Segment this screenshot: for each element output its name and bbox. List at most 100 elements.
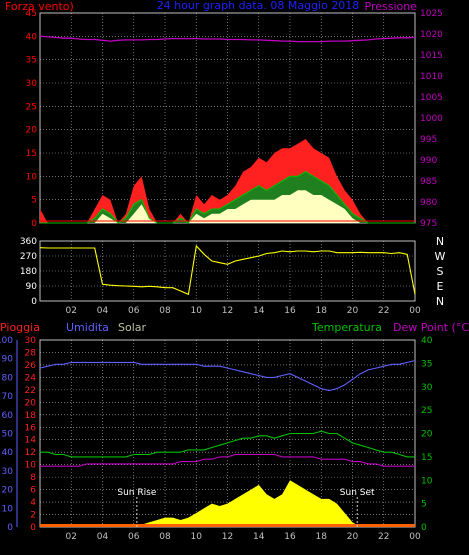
rain-tick-label: 18	[25, 411, 37, 421]
rain-tick-label: 4	[30, 498, 36, 508]
direction-x-tick-label: 12	[222, 306, 233, 316]
humidity-tick-label: 70	[2, 392, 14, 402]
wind-axis-title: Forza vento)	[5, 0, 74, 13]
climate-x-tick-label: 20	[347, 532, 359, 542]
rain-tick-label: 10	[25, 461, 37, 471]
rain-tick-label: 26	[25, 361, 37, 371]
humidity-tick-label: 50	[2, 430, 14, 440]
direction-x-tick-label: 22	[378, 306, 389, 316]
pressure-tick-label: 1015	[420, 51, 443, 61]
temperature-tick-label: 20	[421, 430, 433, 440]
solar-area	[40, 480, 415, 527]
humidity-axis-title: Umidita	[66, 321, 109, 334]
rain-tick-label: 24	[25, 373, 37, 383]
pressure-tick-label: 1010	[420, 72, 443, 82]
direction-tick-label: 180	[20, 267, 37, 277]
direction-x-tick-label: 08	[159, 306, 171, 316]
rain-tick-label: 6	[30, 486, 36, 496]
pressure-tick-label: 1025	[420, 9, 443, 19]
direction-x-tick-label: 04	[97, 306, 109, 316]
chart-panels: 0510152025303540459759809859909951000100…	[0, 9, 446, 542]
humidity-tick-label: 80	[2, 373, 14, 383]
humidity-line	[39, 360, 416, 392]
wind-light-area	[40, 190, 415, 223]
climate-x-tick-label: 14	[253, 532, 265, 542]
rain-tick-label: 8	[30, 473, 36, 483]
humidity-tick-label: 30	[2, 467, 14, 477]
climate-x-tick-label: 16	[284, 532, 296, 542]
wind-direction-line	[39, 244, 416, 296]
humidity-tick-label: 20	[2, 486, 14, 496]
rain-axis-title: Pioggia	[0, 321, 40, 334]
rain-tick-label: 20	[25, 398, 37, 408]
climate-x-tick-label: 04	[97, 532, 109, 542]
direction-tick-label: 90	[26, 282, 38, 292]
climate-x-tick-label: 02	[66, 532, 77, 542]
humidity-tick-label: 60	[2, 411, 14, 421]
temperature-tick-label: 10	[421, 476, 433, 486]
rain-tick-label: 30	[25, 336, 37, 346]
rain-tick-label: 16	[25, 423, 37, 433]
wind-tick-label: 20	[26, 126, 38, 136]
rain-tick-label: 22	[25, 386, 36, 396]
rain-tick-label: 14	[25, 436, 37, 446]
direction-x-tick-label: 10	[191, 306, 203, 316]
wind-tick-label: 30	[26, 79, 38, 89]
compass-label: W	[435, 250, 446, 263]
temperature-tick-label: 5	[421, 500, 427, 510]
pressure-tick-label: 1000	[420, 114, 443, 124]
compass-label: N	[436, 235, 444, 248]
wind-tick-label: 35	[26, 56, 37, 66]
solar-axis-title: Solar	[118, 321, 147, 334]
temperature-tick-label: 15	[421, 453, 432, 463]
direction-x-tick-label: 00	[409, 306, 421, 316]
direction-x-tick-label: 16	[284, 306, 296, 316]
humidity-tick-label: 0	[7, 523, 13, 533]
direction-x-tick-label: 06	[128, 306, 140, 316]
chart-date-title: 24 hour graph data. 08 Maggio 2018	[157, 0, 360, 12]
pressure-tick-label: 990	[420, 156, 437, 166]
compass-label: N	[436, 295, 444, 308]
direction-x-tick-label: 20	[347, 306, 359, 316]
wind-avg-line	[40, 171, 415, 224]
climate-x-tick-label: 08	[159, 532, 171, 542]
rain-tick-label: 12	[25, 448, 36, 458]
climate-x-tick-label: 18	[316, 532, 328, 542]
wind-tick-label: 0	[31, 219, 37, 229]
climate-x-tick-label: 00	[409, 532, 421, 542]
pressure-tick-label: 995	[420, 135, 437, 145]
pressure-tick-label: 985	[420, 177, 437, 187]
humidity-tick-label: 10	[2, 504, 14, 514]
temperature-tick-label: 35	[421, 359, 432, 369]
direction-x-tick-label: 14	[253, 306, 265, 316]
direction-x-tick-label: 02	[66, 306, 77, 316]
pressure-tick-label: 1020	[420, 30, 443, 40]
wind-tick-label: 10	[26, 172, 38, 182]
climate-x-tick-label: 06	[128, 532, 140, 542]
temperature-axis-title: Temperatura	[311, 321, 382, 334]
climate-x-tick-label: 10	[191, 532, 203, 542]
humidity-tick-label: 40	[2, 448, 14, 458]
wind-tick-label: 45	[26, 9, 37, 19]
rain-tick-label: 28	[25, 348, 37, 358]
temperature-tick-label: 0	[421, 523, 427, 533]
temperature-tick-label: 30	[421, 383, 433, 393]
wind-tick-label: 5	[31, 196, 37, 206]
direction-x-tick-label: 18	[316, 306, 328, 316]
dewpoint-axis-title: Dew Point (°C)	[393, 321, 469, 334]
pressure-tick-label: 980	[420, 198, 437, 208]
pressure-axis-title: Pressione	[365, 0, 418, 13]
pressure-tick-label: 975	[420, 219, 437, 229]
rain-tick-label: 2	[30, 511, 36, 521]
direction-tick-label: 0	[31, 297, 37, 307]
temperature-tick-label: 25	[421, 406, 432, 416]
rain-tick-label: 0	[30, 523, 36, 533]
compass-label: S	[437, 265, 444, 278]
sun-marker-label: Sun Set	[340, 488, 375, 498]
sun-marker-label: Sun Rise	[117, 488, 156, 498]
humidity-tick-label: 90	[2, 355, 14, 365]
temperature-tick-label: 40	[421, 336, 433, 346]
direction-tick-label: 270	[20, 252, 37, 262]
dewpoint-line	[40, 453, 415, 467]
